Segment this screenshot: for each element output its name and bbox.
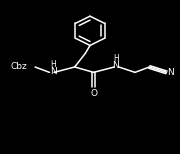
Text: O: O: [90, 89, 97, 98]
Text: Cbz: Cbz: [10, 63, 27, 71]
Text: N: N: [50, 67, 57, 76]
Text: N: N: [167, 68, 174, 77]
Text: H: H: [50, 60, 56, 69]
Text: N: N: [112, 61, 119, 70]
Text: H: H: [113, 54, 119, 63]
